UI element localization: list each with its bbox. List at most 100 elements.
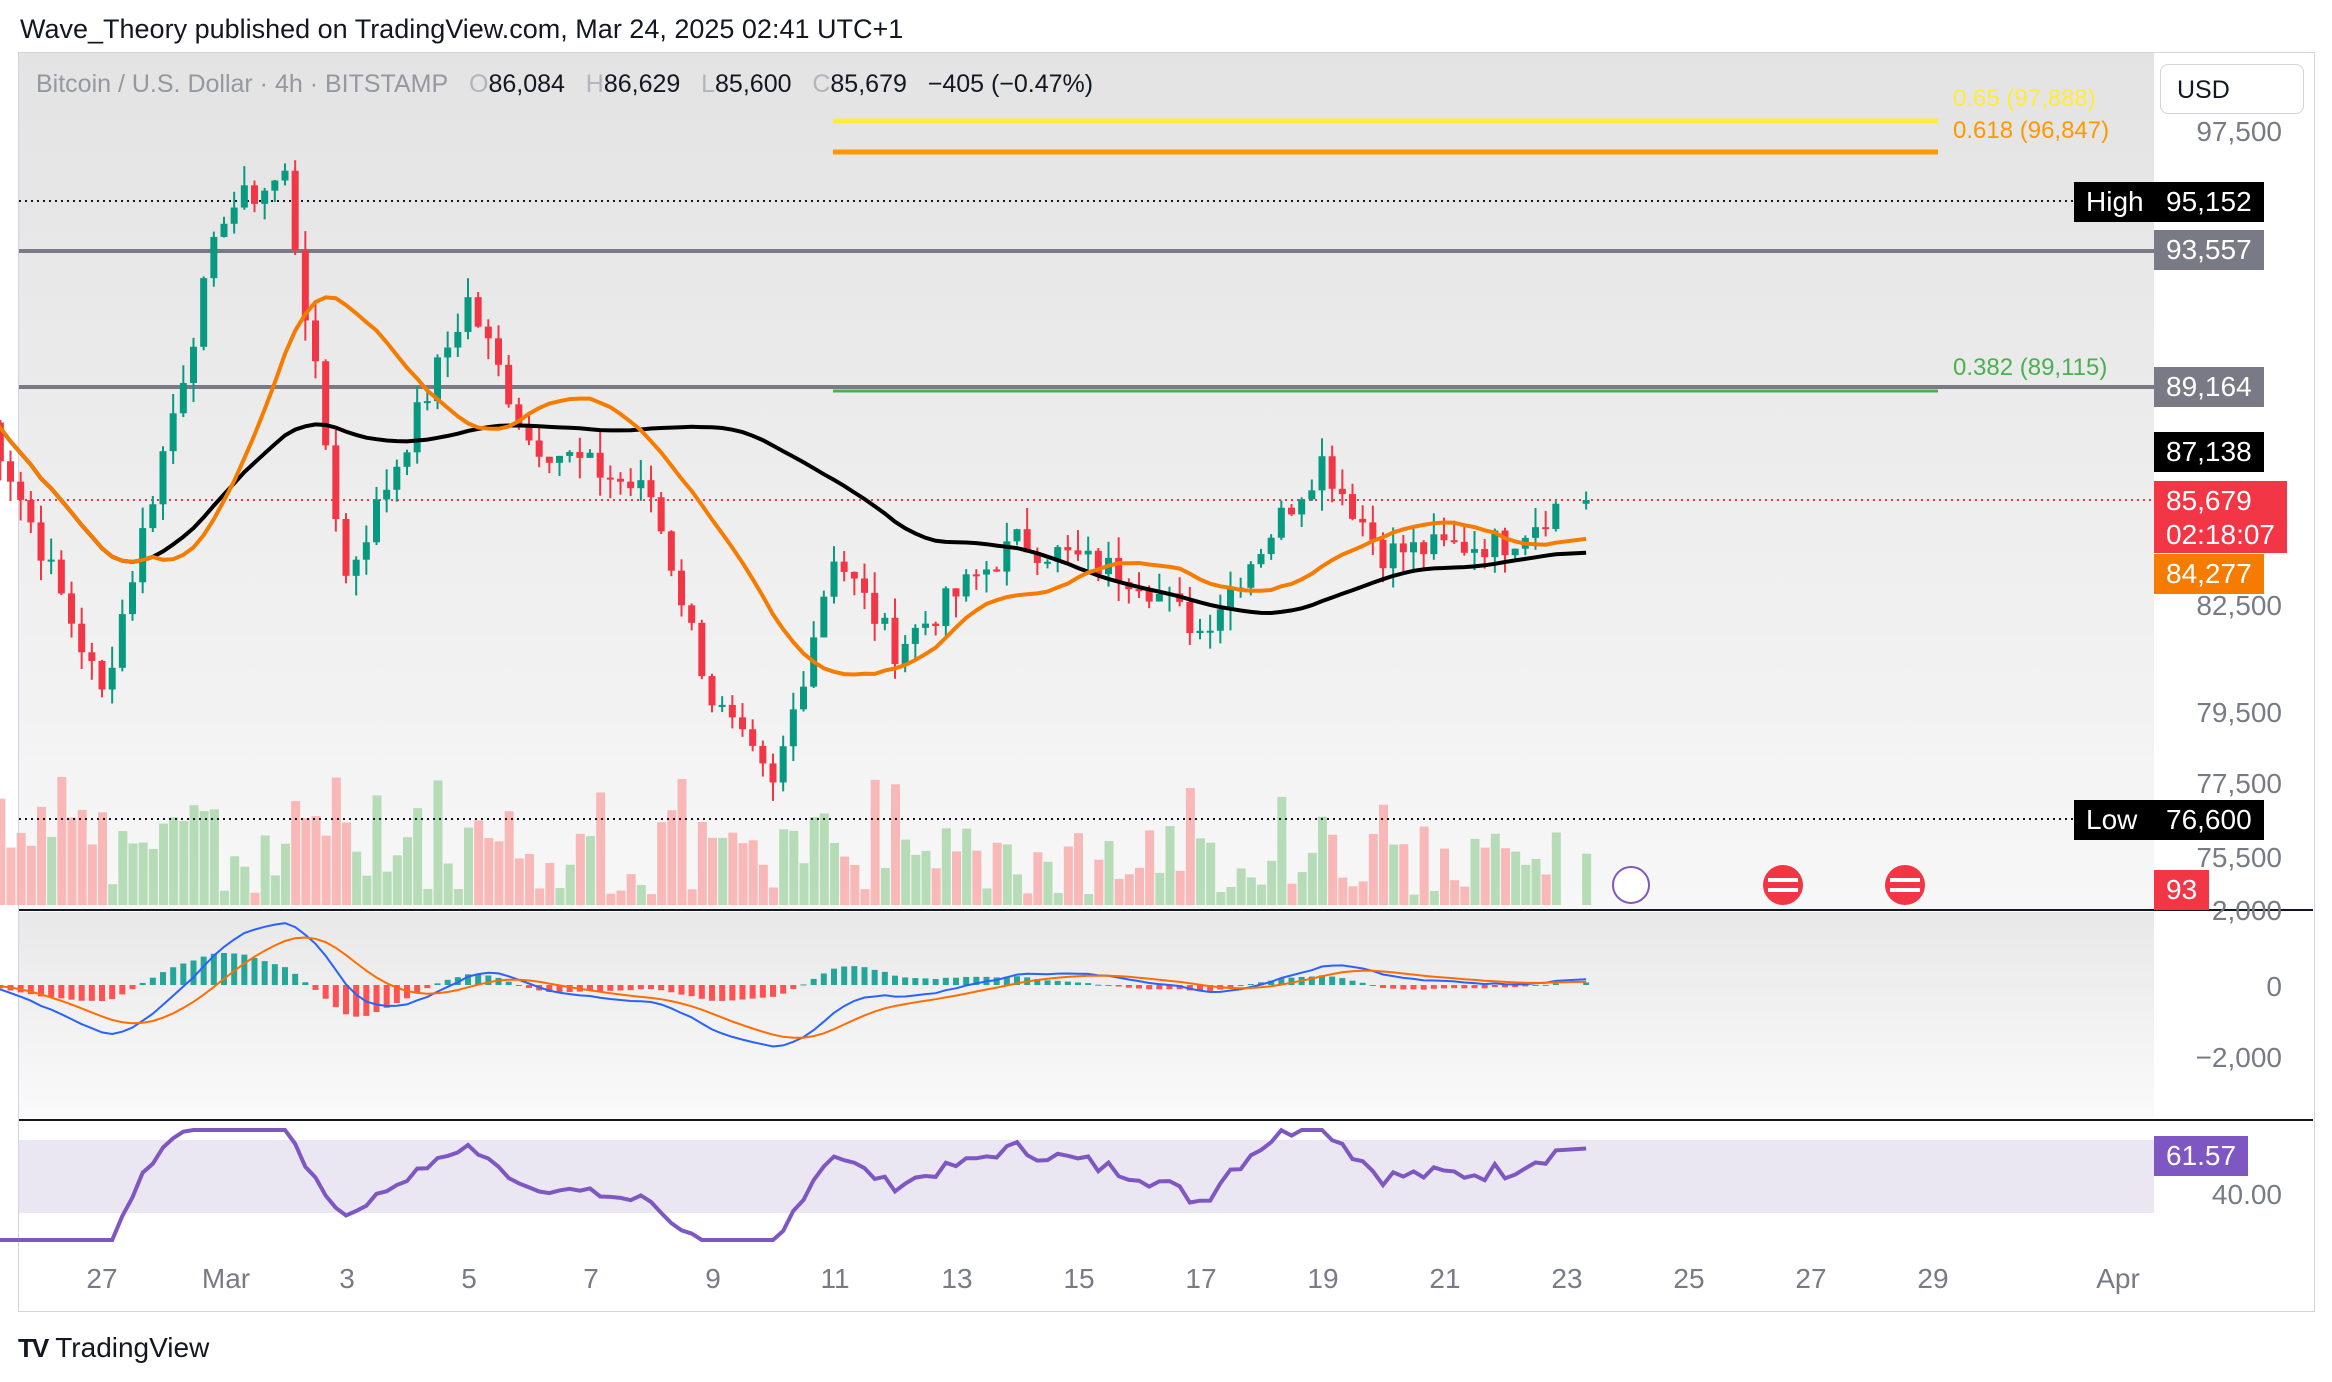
volume-bar <box>952 851 961 905</box>
candle-body <box>169 413 177 452</box>
candle-body <box>1328 456 1336 489</box>
volume-bar <box>342 822 351 905</box>
volume-bar <box>758 864 768 905</box>
price-tick: 79,500 <box>2196 697 2282 728</box>
signal-line <box>0 936 1587 1039</box>
macd-bar <box>1380 985 1386 989</box>
macd-bar <box>1471 985 1478 989</box>
macd-bar <box>170 967 177 985</box>
candle-body <box>1420 542 1428 555</box>
date-tick: 19 <box>1307 1263 1339 1294</box>
candle-body <box>881 617 889 624</box>
volume-bar <box>1328 834 1338 905</box>
macd-bar <box>1522 985 1529 987</box>
volume-bar <box>382 871 392 905</box>
volume-bar <box>1399 844 1409 905</box>
volume-bar <box>159 823 168 905</box>
macd-bar <box>505 981 512 985</box>
macd-bar <box>58 985 65 999</box>
candle-body <box>1582 500 1590 504</box>
volume-bar <box>982 888 992 905</box>
ma-200-tag: 87,138 <box>2154 432 2264 472</box>
volume-bar <box>728 832 738 905</box>
tradingview-logo[interactable]: TV TradingView <box>18 1332 209 1364</box>
macd-bar <box>444 979 451 985</box>
macd-bar <box>332 985 339 1008</box>
candle-body <box>1481 549 1489 558</box>
volume-bar <box>230 856 240 905</box>
volume-bar <box>1287 883 1297 905</box>
macd-bar <box>1512 985 1519 988</box>
volume-bar <box>1511 851 1521 905</box>
volume-bar <box>535 888 545 905</box>
candle-body <box>830 561 838 597</box>
candle-body <box>1094 550 1102 575</box>
date-tick: 27 <box>1795 1263 1827 1294</box>
candle-body <box>57 559 65 594</box>
volume-bar <box>1013 874 1022 905</box>
volume-bar <box>708 837 717 905</box>
candle-body <box>139 528 147 583</box>
macd-bar <box>475 974 482 985</box>
candle-body <box>962 574 970 597</box>
volume-bar <box>372 795 382 905</box>
macd-bar <box>678 985 685 995</box>
candle-body <box>1552 503 1560 529</box>
chart-frame[interactable] <box>18 52 2315 1312</box>
candle-body <box>200 278 208 347</box>
volume-bar <box>494 841 504 905</box>
candle-body <box>556 455 563 463</box>
volume-bar <box>1368 833 1378 905</box>
candle-body <box>901 643 909 665</box>
volume-bar <box>1023 893 1033 905</box>
volume-bar <box>1175 870 1185 905</box>
currency-button[interactable]: USD <box>2160 64 2304 114</box>
volume-bar <box>992 842 1002 905</box>
volume-bar <box>1236 868 1246 905</box>
macd-bar <box>465 974 471 985</box>
volume-bar <box>169 817 179 905</box>
candle-body <box>779 746 787 783</box>
macd-bar <box>566 985 573 992</box>
open-value: 86,084 <box>488 70 565 98</box>
macd-bar <box>1451 985 1458 989</box>
macd-bar <box>1156 985 1163 990</box>
macd-bar <box>180 963 187 985</box>
candle-body <box>505 364 513 405</box>
macd-bar <box>810 978 817 985</box>
volume-bar <box>301 818 311 905</box>
macd-bar <box>841 966 848 985</box>
candle-body <box>718 704 726 707</box>
volume-bar <box>677 778 687 905</box>
candle-body <box>1369 522 1377 540</box>
fib-0618-label: 0.618 (96,847) <box>1953 117 2110 144</box>
macd-bar <box>607 985 614 991</box>
low-value-tag: 76,600 <box>2154 800 2264 840</box>
price-tick: 77,500 <box>2196 768 2282 799</box>
volume-bar <box>1226 886 1236 905</box>
volume-bar <box>1297 872 1307 905</box>
candle-body <box>1186 601 1194 634</box>
candle-body <box>525 424 533 441</box>
candle-body <box>1145 590 1153 602</box>
macd-bar <box>881 971 888 985</box>
candle-body <box>403 452 411 467</box>
candle-body <box>373 499 380 543</box>
fib-065-label: 0.65 (97,888) <box>1953 85 2096 112</box>
volume-bar <box>870 779 880 905</box>
volume-bar <box>1135 867 1144 905</box>
candle-body <box>922 623 929 628</box>
candle-body <box>942 588 950 626</box>
volume-bar <box>47 836 57 905</box>
macd-bar <box>597 985 604 992</box>
volume-bar <box>1582 853 1592 905</box>
candle-body <box>1338 488 1346 495</box>
candle-body <box>1542 527 1550 530</box>
candle-body <box>698 622 706 677</box>
candle-body <box>1471 549 1478 553</box>
candle-body <box>1216 609 1224 631</box>
volume-bar <box>148 848 158 905</box>
macd-bar <box>1400 985 1407 990</box>
candle-body <box>454 331 462 348</box>
